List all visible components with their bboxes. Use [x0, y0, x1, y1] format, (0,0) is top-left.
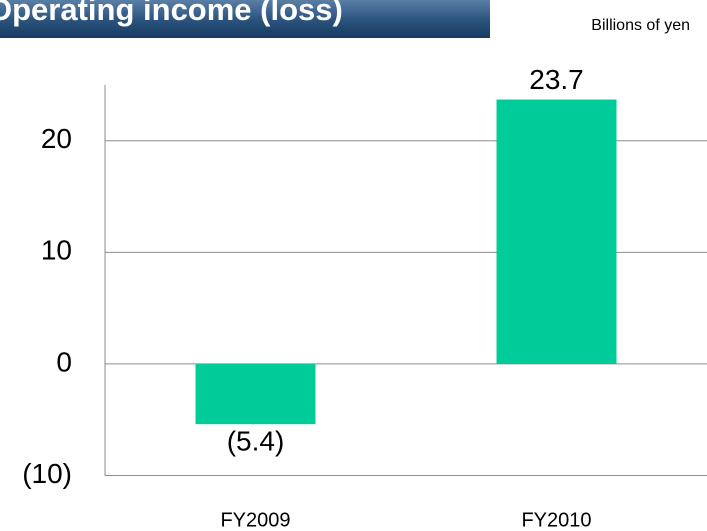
- unit-label: Billions of yen: [591, 17, 690, 34]
- y-tick-label: 0: [56, 346, 72, 377]
- bar: [195, 363, 316, 425]
- y-tick-label: 10: [41, 235, 72, 266]
- data-label: 23.7: [529, 64, 584, 95]
- y-tick-label: 20: [41, 123, 72, 154]
- y-tick-label: (10): [22, 458, 72, 489]
- data-label: (5.4): [227, 426, 285, 457]
- x-tick-label: FY2009: [220, 509, 290, 531]
- x-tick-label: FY2010: [521, 509, 591, 531]
- chart-title: Operating income (loss): [0, 0, 343, 27]
- title-banner: [0, 0, 490, 38]
- bar: [496, 99, 617, 364]
